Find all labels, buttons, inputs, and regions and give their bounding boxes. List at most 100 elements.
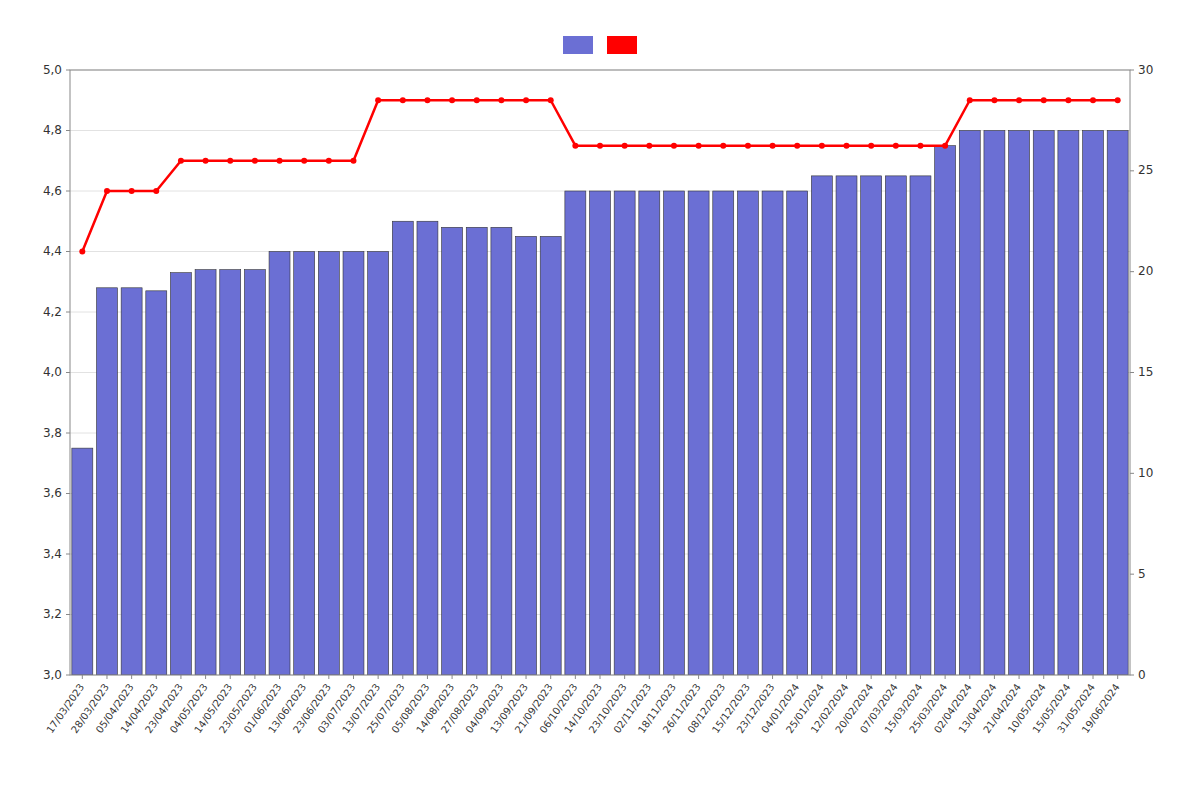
tick xyxy=(821,675,822,679)
tick-label: 4,4 xyxy=(43,244,62,258)
tick-label: 4,6 xyxy=(43,184,62,198)
tick xyxy=(205,675,206,679)
tick xyxy=(66,191,70,192)
plot-area xyxy=(72,97,1128,675)
tick-label: 4,8 xyxy=(43,123,62,137)
marker xyxy=(203,158,209,164)
tick-label: 30 xyxy=(1138,63,1153,77)
marker xyxy=(868,143,874,149)
marker xyxy=(942,143,948,149)
bar xyxy=(294,252,315,676)
tick-label: 20 xyxy=(1138,264,1153,278)
tick-label: 5,0 xyxy=(43,63,62,77)
tick xyxy=(66,312,70,313)
bar xyxy=(1058,131,1079,676)
bar xyxy=(368,252,389,676)
tick-label: 19/06/2024 xyxy=(1080,682,1122,736)
tick xyxy=(920,675,921,679)
tick-label: 0 xyxy=(1138,668,1146,682)
tick xyxy=(1093,675,1094,679)
legend-swatch xyxy=(607,36,637,54)
marker xyxy=(967,97,973,103)
bar xyxy=(984,131,1005,676)
tick xyxy=(66,70,70,71)
y-axis: 3,03,23,43,63,84,04,24,44,64,85,0 xyxy=(43,63,70,682)
bar xyxy=(72,448,93,675)
tick xyxy=(353,675,354,679)
marker xyxy=(277,158,283,164)
marker xyxy=(449,97,455,103)
tick xyxy=(476,675,477,679)
tick xyxy=(402,675,403,679)
tick-label: 25 xyxy=(1138,163,1153,177)
tick xyxy=(66,372,70,373)
tick xyxy=(871,675,872,679)
tick xyxy=(156,675,157,679)
tick xyxy=(723,675,724,679)
marker xyxy=(622,143,628,149)
tick xyxy=(747,675,748,679)
bar xyxy=(614,191,635,675)
bar xyxy=(737,191,758,675)
marker xyxy=(79,249,85,255)
legend-swatch xyxy=(563,36,593,54)
tick xyxy=(328,675,329,679)
marker xyxy=(153,188,159,194)
y2-axis: 051015202530 xyxy=(1130,63,1153,682)
x-axis: 17/03/202328/03/202305/04/202314/04/2023… xyxy=(44,675,1121,735)
tick xyxy=(1130,574,1134,575)
tick xyxy=(994,675,995,679)
tick-label: 3,2 xyxy=(43,607,62,621)
tick xyxy=(427,675,428,679)
bar xyxy=(491,227,512,675)
tick xyxy=(304,675,305,679)
tick-label: 3,8 xyxy=(43,426,62,440)
bar xyxy=(417,221,438,675)
bar xyxy=(836,176,857,675)
tick-label: 3,0 xyxy=(43,668,62,682)
bar xyxy=(516,236,537,675)
tick xyxy=(1068,675,1069,679)
tick xyxy=(1130,675,1134,676)
bar xyxy=(318,252,339,676)
tick xyxy=(1130,271,1134,272)
marker xyxy=(646,143,652,149)
tick-label: 15 xyxy=(1138,365,1153,379)
tick xyxy=(131,675,132,679)
bar xyxy=(170,273,191,675)
bar xyxy=(639,191,660,675)
bar xyxy=(787,191,808,675)
tick xyxy=(1019,675,1020,679)
legend xyxy=(563,36,637,54)
bar xyxy=(392,221,413,675)
tick xyxy=(180,675,181,679)
marker xyxy=(523,97,529,103)
tick xyxy=(1130,372,1134,373)
tick xyxy=(945,675,946,679)
marker xyxy=(227,158,233,164)
marker xyxy=(844,143,850,149)
tick xyxy=(66,614,70,615)
tick xyxy=(1117,675,1118,679)
bar xyxy=(146,291,167,675)
tick-label: 5 xyxy=(1138,567,1146,581)
marker xyxy=(498,97,504,103)
bar xyxy=(466,227,487,675)
bar xyxy=(220,270,241,675)
marker xyxy=(572,143,578,149)
bar xyxy=(590,191,611,675)
bar xyxy=(663,191,684,675)
bar xyxy=(713,191,734,675)
tick xyxy=(501,675,502,679)
tick-label: 4,0 xyxy=(43,365,62,379)
bar xyxy=(244,270,265,675)
bar xyxy=(1009,131,1030,676)
tick xyxy=(66,675,70,676)
marker xyxy=(129,188,135,194)
line xyxy=(82,100,1117,251)
marker xyxy=(1065,97,1071,103)
marker xyxy=(917,143,923,149)
bar xyxy=(442,227,463,675)
bar xyxy=(762,191,783,675)
tick xyxy=(624,675,625,679)
